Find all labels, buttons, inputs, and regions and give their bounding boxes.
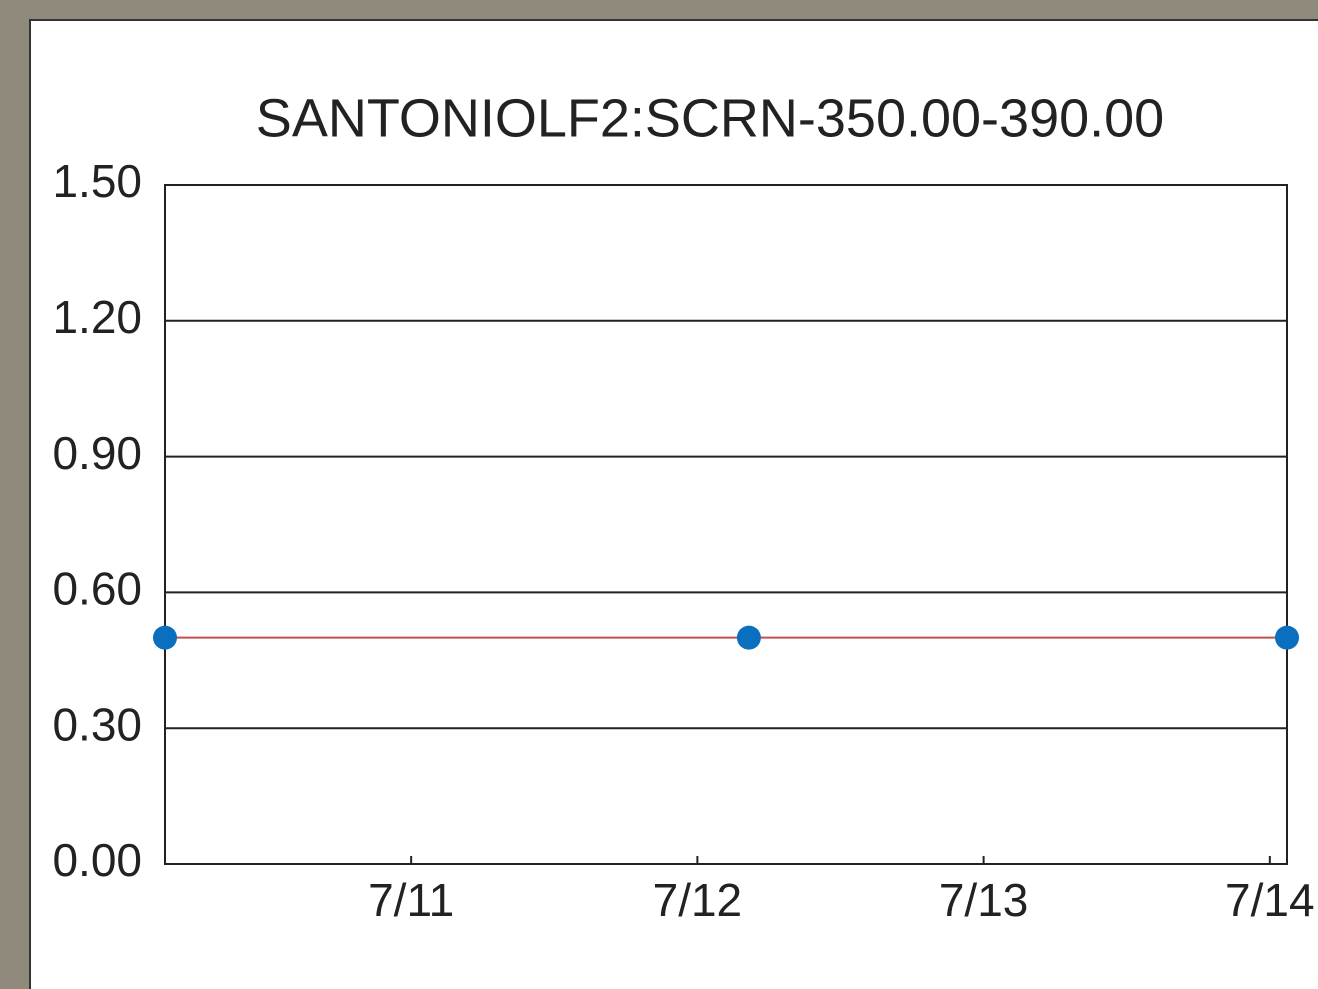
- x-tick-label: 7/14: [1225, 874, 1315, 926]
- y-tick-label: 1.50: [52, 155, 142, 207]
- data-point: [1275, 625, 1299, 650]
- x-tick-label: 7/11: [368, 874, 454, 926]
- data-point: [153, 625, 177, 650]
- y-tick-label: 0.90: [52, 427, 142, 479]
- y-tick-label: 1.20: [52, 291, 142, 343]
- data-point: [736, 625, 761, 650]
- y-tick-label: 0.00: [52, 834, 142, 886]
- chart-title: SANTONIOLF2:SCRN-350.00-390.00: [256, 88, 1164, 148]
- plot-area: [164, 184, 1288, 865]
- y-tick-label: 0.30: [52, 698, 142, 750]
- x-tick-label: 7/12: [653, 874, 743, 926]
- x-tick-label: 7/13: [939, 874, 1029, 926]
- y-tick-label: 0.60: [52, 563, 142, 615]
